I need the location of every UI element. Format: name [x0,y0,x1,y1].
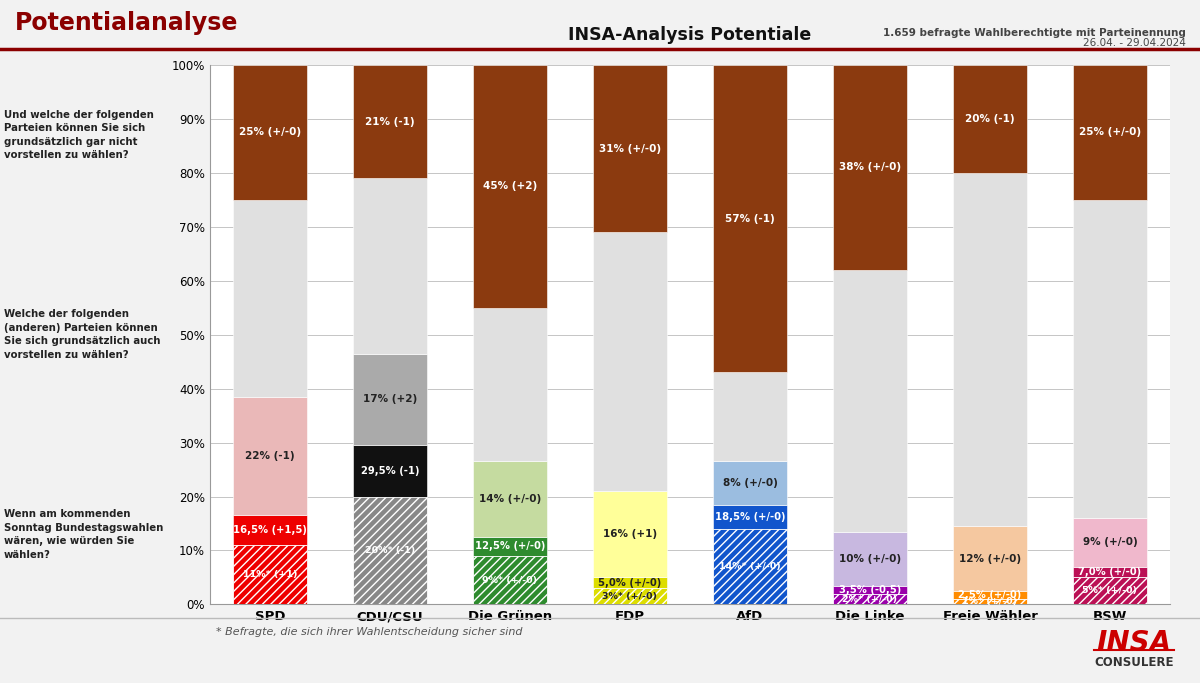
Text: Wenn am kommenden
Sonntag Bundestagswahlen
wären, wie würden Sie
wählen?: Wenn am kommenden Sonntag Bundestagswahl… [4,509,163,559]
Bar [233,199,307,397]
Bar [593,578,667,588]
Text: 3%* (+/-0): 3%* (+/-0) [602,592,658,601]
Bar [473,556,547,604]
Bar [953,599,1027,604]
Text: INSA-Analysis Potentiale: INSA-Analysis Potentiale [569,27,811,44]
Bar [233,397,307,516]
Text: 7,0% (+/-0): 7,0% (+/-0) [1079,567,1141,577]
Bar [353,445,427,497]
Text: 5%* (+/-0): 5%* (+/-0) [1082,587,1138,596]
Text: 16,5% (+1,5): 16,5% (+1,5) [233,525,307,535]
Text: INSA: INSA [1097,630,1171,657]
Text: 14%* (+/-0): 14%* (+/-0) [719,562,781,571]
Bar [233,516,307,545]
Bar [593,491,667,577]
Bar [473,462,547,537]
Text: 1.659 befragte Wahlberechtigte mit Parteinennung: 1.659 befragte Wahlberechtigte mit Parte… [883,28,1186,38]
Text: 10% (+/-0): 10% (+/-0) [839,554,901,563]
Bar [593,232,667,491]
Text: 31% (+/-0): 31% (+/-0) [599,143,661,154]
Bar [1073,65,1147,199]
Text: Potentialanalyse: Potentialanalyse [14,10,238,35]
Text: CONSULERE: CONSULERE [1094,656,1174,669]
Bar [953,526,1027,591]
Text: 2,5% (+/-0): 2,5% (+/-0) [959,590,1021,600]
Bar [473,556,547,604]
Bar [833,585,907,594]
Bar [953,65,1027,173]
Bar [833,270,907,531]
Bar [1073,199,1147,518]
Bar [353,65,427,178]
Text: 2%* (+/-0): 2%* (+/-0) [842,595,898,604]
Text: 9% (+/-0): 9% (+/-0) [1082,538,1138,547]
Text: 8% (+/-0): 8% (+/-0) [722,478,778,488]
Text: 38% (+/-0): 38% (+/-0) [839,163,901,172]
Bar [353,354,427,445]
Bar [353,178,427,354]
Text: 12,5% (+/-0): 12,5% (+/-0) [475,542,545,551]
Bar [233,545,307,604]
Text: Und welche der folgenden
Parteien können Sie sich
grundsätzlich gar nicht
vorste: Und welche der folgenden Parteien können… [4,110,154,161]
Bar [1073,577,1147,604]
Text: 12% (+/-0): 12% (+/-0) [959,554,1021,563]
Text: 26.04. - 29.04.2024: 26.04. - 29.04.2024 [1082,38,1186,48]
Text: 20% (-1): 20% (-1) [965,114,1015,124]
Bar [233,65,307,199]
Bar [353,497,427,604]
Text: 17% (+2): 17% (+2) [362,394,418,404]
Text: 29,5% (-1): 29,5% (-1) [361,466,419,476]
Bar [593,588,667,604]
Text: 25% (+/-0): 25% (+/-0) [1079,127,1141,137]
Bar [833,65,907,270]
Text: 9%* (+/-0): 9%* (+/-0) [482,576,538,585]
Bar [473,537,547,556]
Text: 16% (+1): 16% (+1) [602,529,658,540]
Bar [713,505,787,529]
Bar [953,599,1027,604]
Text: 25% (+/-0): 25% (+/-0) [239,127,301,137]
Text: Welche der folgenden
(anderen) Parteien können
Sie sich grundsätzlich auch
vorst: Welche der folgenden (anderen) Parteien … [4,309,160,360]
Text: 11%* (+1): 11%* (+1) [242,570,298,579]
Text: 14% (+/-0): 14% (+/-0) [479,494,541,504]
Bar [1073,577,1147,604]
Bar [953,591,1027,599]
Text: 20%* (-1): 20%* (-1) [365,546,415,555]
Text: 22% (-1): 22% (-1) [245,451,295,461]
Text: 1%* (+/-0): 1%* (+/-0) [962,597,1018,607]
Bar [713,529,787,604]
Bar [593,588,667,604]
Bar [833,594,907,604]
Text: 5,0% (+/-0): 5,0% (+/-0) [599,578,661,588]
Text: 45% (+2): 45% (+2) [482,181,538,191]
Bar [833,594,907,604]
Bar [713,529,787,604]
Bar [1073,518,1147,567]
Bar [713,372,787,462]
Bar [953,173,1027,526]
Bar [353,497,427,604]
Bar [233,545,307,604]
Bar [473,307,547,462]
Text: 21% (-1): 21% (-1) [365,117,415,126]
Bar [473,65,547,307]
Text: 18,5% (+/-0): 18,5% (+/-0) [715,512,785,522]
Bar [833,531,907,585]
Text: 3,5% (-0,5): 3,5% (-0,5) [839,585,901,595]
Bar [713,462,787,505]
Text: 57% (-1): 57% (-1) [725,214,775,223]
Bar [593,65,667,232]
Text: * Befragte, die sich ihrer Wahlentscheidung sicher sind: * Befragte, die sich ihrer Wahlentscheid… [216,627,522,637]
Bar [713,65,787,372]
Bar [1073,567,1147,577]
